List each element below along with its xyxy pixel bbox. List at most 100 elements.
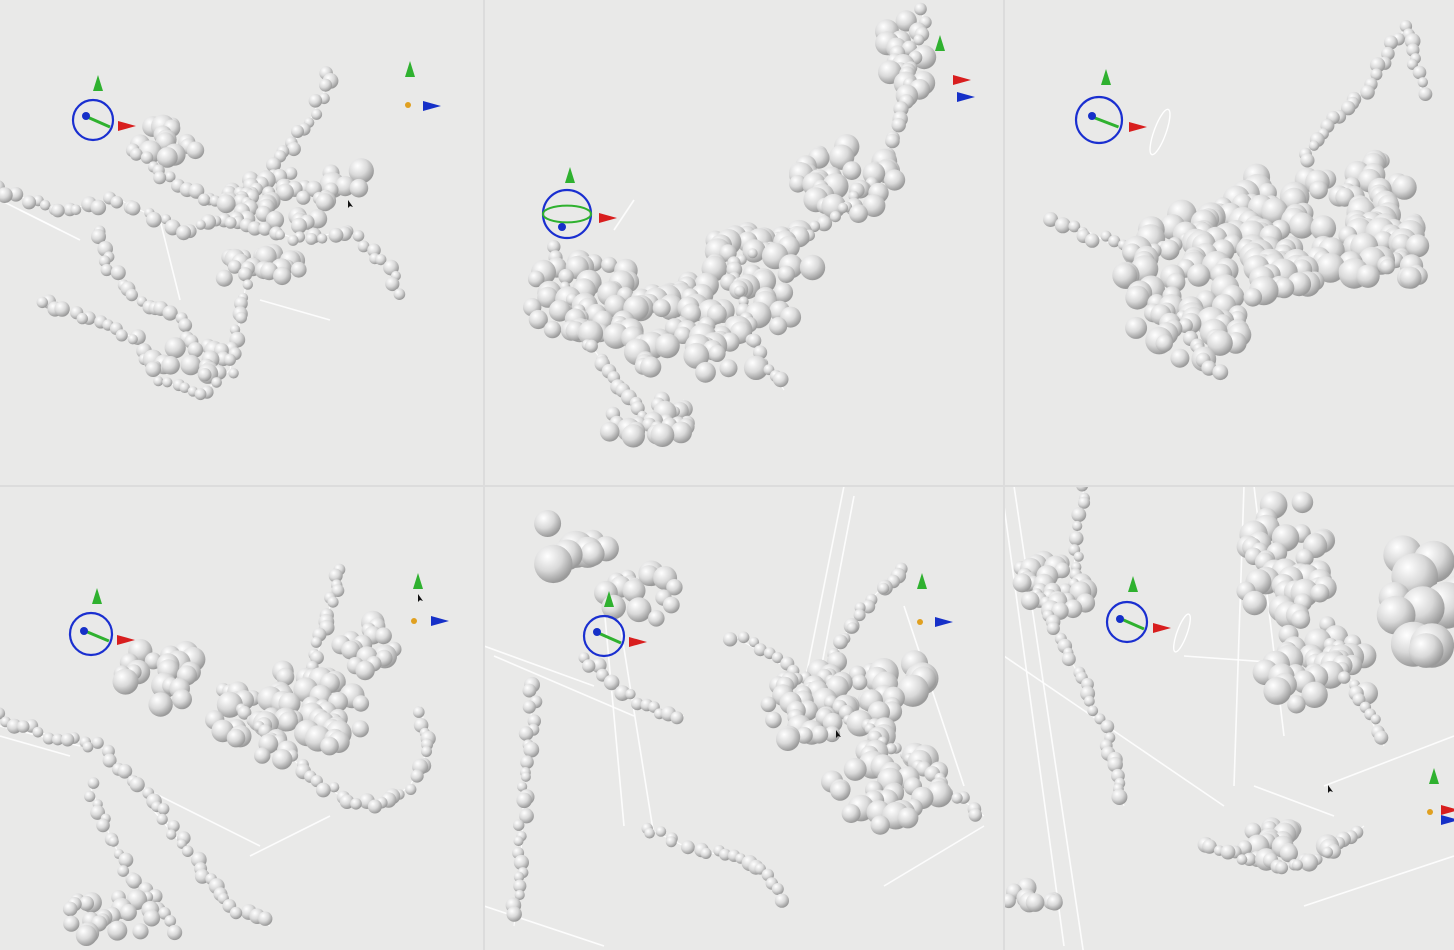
- atom-sphere: [655, 333, 680, 359]
- transform-gizmo-icon[interactable]: [1074, 69, 1147, 145]
- atom-sphere: [1369, 57, 1386, 73]
- atom-sphere: [1004, 893, 1016, 909]
- z-axis-arrow-icon: [1441, 815, 1454, 825]
- atom-sphere: [1236, 854, 1248, 865]
- axis-indicator-icon: [935, 35, 975, 102]
- atom-sphere: [167, 924, 183, 941]
- atom-sphere: [195, 219, 206, 230]
- atom-sphere: [278, 711, 299, 732]
- bond-line: [1253, 785, 1335, 817]
- x-axis-arrow-icon[interactable]: [629, 637, 647, 647]
- atom-sphere: [1068, 220, 1081, 233]
- panel-top-right[interactable]: [1004, 0, 1454, 486]
- y-axis-arrow-icon: [1429, 768, 1439, 784]
- atom-sphere: [1399, 266, 1422, 289]
- atom-sphere: [181, 845, 194, 857]
- rotation-ring-icon[interactable]: [582, 614, 626, 658]
- panel-bottom-left[interactable]: [0, 486, 484, 950]
- atom-sphere: [513, 879, 527, 893]
- atom-sphere: [286, 141, 301, 157]
- x-axis-arrow-icon[interactable]: [118, 121, 136, 131]
- atom-sphere: [76, 312, 89, 325]
- axis-indicator-icon: [411, 573, 449, 626]
- origin-dot-icon: [405, 102, 411, 108]
- atom-sphere: [54, 301, 70, 317]
- atom-sphere: [82, 741, 94, 753]
- panel-bottom-right[interactable]: [1004, 486, 1454, 950]
- atom-sphere: [1370, 68, 1383, 81]
- atom-sphere: [695, 361, 716, 383]
- axis-indicator-icon: [917, 573, 953, 627]
- bond-line: [259, 299, 331, 321]
- atom-sphere: [216, 194, 236, 214]
- atom-sphere: [1242, 590, 1267, 616]
- atom-sphere: [1315, 253, 1346, 283]
- transform-gizmo-icon[interactable]: [68, 588, 135, 657]
- x-axis-arrow-icon[interactable]: [1129, 122, 1147, 132]
- atom-sphere: [223, 353, 236, 366]
- atom-sphere: [226, 728, 246, 748]
- molecule-render: [0, 563, 449, 946]
- atom-sphere: [125, 288, 138, 302]
- rotation-ring-icon[interactable]: [1074, 95, 1124, 145]
- transform-gizmo-icon[interactable]: [582, 591, 647, 658]
- mouse-cursor-icon: [836, 730, 841, 738]
- rotation-ring-icon[interactable]: [71, 98, 115, 142]
- transform-gizmo-icon[interactable]: [1105, 576, 1171, 644]
- y-axis-arrow-icon[interactable]: [604, 591, 614, 607]
- atom-sphere: [846, 622, 858, 634]
- atom-sphere: [108, 836, 119, 847]
- atom-sphere: [1279, 844, 1298, 863]
- atom-sphere: [885, 743, 897, 755]
- panel-bottom-middle[interactable]: [484, 486, 1004, 950]
- pivot-point-icon[interactable]: [1116, 615, 1124, 623]
- pivot-point-icon[interactable]: [1088, 112, 1096, 120]
- atom-sphere: [1291, 609, 1311, 629]
- atom-sphere: [51, 203, 65, 218]
- atom-sphere: [341, 640, 360, 660]
- rotation-ring-icon[interactable]: [1105, 600, 1149, 644]
- pivot-point-icon[interactable]: [80, 627, 88, 635]
- atom-sphere: [148, 692, 173, 717]
- mouse-cursor-icon: [418, 594, 423, 602]
- atom-sphere: [172, 689, 192, 710]
- y-axis-arrow-icon[interactable]: [565, 167, 575, 183]
- atom-sphere: [176, 838, 187, 849]
- y-axis-arrow-icon[interactable]: [93, 75, 103, 91]
- y-axis-arrow-icon[interactable]: [1101, 69, 1111, 85]
- atom-sphere: [683, 342, 710, 369]
- atom-sphere: [1310, 583, 1330, 603]
- atom-sphere: [1310, 215, 1337, 241]
- atom-sphere: [1275, 861, 1289, 875]
- panel-top-left[interactable]: [0, 0, 484, 486]
- y-axis-arrow-icon[interactable]: [1128, 576, 1138, 592]
- x-axis-arrow-icon[interactable]: [599, 213, 617, 223]
- atom-sphere: [520, 755, 534, 769]
- pivot-point-icon[interactable]: [558, 223, 566, 231]
- rotation-ring-icon[interactable]: [68, 611, 114, 657]
- molecule-render: [1043, 20, 1433, 381]
- atom-sphere: [1406, 234, 1430, 258]
- atom-sphere: [367, 799, 382, 814]
- atom-sphere: [215, 269, 233, 287]
- z-axis-arrow-icon: [423, 101, 441, 111]
- pivot-point-icon[interactable]: [593, 628, 601, 636]
- y-axis-arrow-icon[interactable]: [92, 588, 102, 604]
- pivot-point-icon[interactable]: [82, 112, 90, 120]
- axis-indicator-icon: [1427, 768, 1454, 825]
- atom-sphere: [265, 210, 285, 229]
- rotation-axis-ring-icon[interactable]: [542, 204, 592, 224]
- atom-sphere: [96, 818, 110, 833]
- transform-gizmo-icon[interactable]: [71, 75, 136, 142]
- panel-top-middle[interactable]: [484, 0, 1004, 486]
- atom-sphere: [198, 368, 212, 382]
- x-axis-arrow-icon[interactable]: [1153, 623, 1171, 633]
- atom-sphere: [1068, 531, 1084, 546]
- atom-sphere: [650, 423, 675, 447]
- x-axis-arrow-icon[interactable]: [117, 635, 135, 645]
- transform-gizmo-icon[interactable]: [541, 167, 617, 240]
- atom-sphere: [164, 915, 177, 927]
- atom-sphere: [375, 627, 392, 645]
- x-axis-arrow-icon: [1441, 805, 1454, 815]
- rotation-ring-icon[interactable]: [541, 188, 593, 240]
